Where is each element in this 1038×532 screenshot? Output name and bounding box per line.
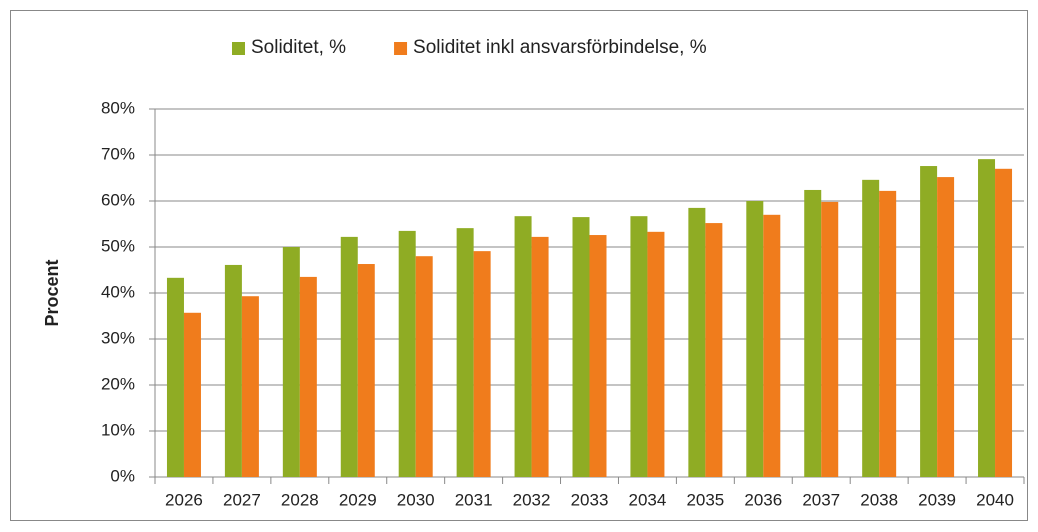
x-tick-label: 2030	[397, 490, 435, 509]
bar	[746, 201, 764, 477]
bar	[630, 216, 648, 477]
legend-swatch	[394, 42, 408, 55]
bar	[978, 159, 996, 477]
bar	[589, 235, 607, 477]
x-tick-label: 2038	[860, 490, 898, 509]
x-tick-label: 2035	[686, 490, 724, 509]
y-tick-label: 40%	[101, 282, 135, 301]
bar	[572, 217, 590, 477]
y-tick-label: 50%	[101, 236, 135, 255]
y-tick-label: 20%	[101, 374, 135, 393]
bar	[398, 230, 416, 477]
bar	[705, 223, 723, 477]
y-axis-title: Procent	[42, 259, 62, 326]
bar	[357, 264, 375, 477]
x-tick-label: 2040	[976, 490, 1014, 509]
bar	[456, 228, 474, 477]
legend-swatch	[232, 42, 245, 55]
bar	[224, 264, 242, 477]
bar	[821, 201, 839, 478]
bar	[688, 207, 706, 477]
bar	[183, 312, 201, 477]
bar	[166, 277, 184, 477]
y-tick-label: 30%	[101, 328, 135, 347]
bar	[282, 247, 300, 477]
x-tick-label: 2031	[455, 490, 493, 509]
bar	[647, 231, 665, 477]
bar	[473, 251, 491, 477]
bar	[340, 236, 358, 477]
x-tick-label: 2036	[744, 490, 782, 509]
bar	[415, 256, 433, 477]
y-tick-label: 10%	[101, 420, 135, 439]
x-tick-label: 2027	[223, 490, 261, 509]
x-tick-label: 2028	[281, 490, 319, 509]
x-tick-label: 2037	[802, 490, 840, 509]
y-tick-label: 80%	[101, 98, 135, 117]
legend-label: Soliditet, %	[251, 37, 346, 58]
x-tick-label: 2029	[339, 490, 377, 509]
x-tick-label: 2032	[513, 490, 551, 509]
x-tick-label: 2026	[165, 490, 203, 509]
bar	[804, 189, 822, 477]
bar	[763, 214, 781, 478]
bar	[241, 296, 259, 477]
bar	[514, 216, 532, 477]
bar	[531, 236, 549, 477]
bar	[920, 166, 938, 478]
y-tick-label: 70%	[101, 144, 135, 163]
bar	[995, 168, 1013, 478]
x-tick-label: 2033	[571, 490, 609, 509]
y-tick-label: 0%	[110, 466, 135, 485]
legend-label: Soliditet inkl ansvarsförbindelse, %	[413, 37, 707, 58]
x-tick-label: 2034	[629, 490, 667, 509]
y-tick-label: 60%	[101, 190, 135, 209]
bar	[937, 177, 955, 477]
x-tick-label: 2039	[918, 490, 956, 509]
bar	[299, 276, 317, 477]
bar	[862, 179, 880, 477]
bar	[879, 190, 897, 477]
